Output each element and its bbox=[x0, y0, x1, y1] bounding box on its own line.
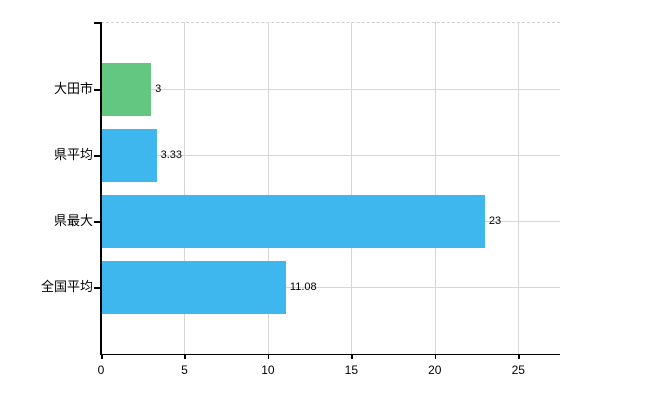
x-axis-tick-label: 15 bbox=[344, 363, 359, 377]
x-axis-tick bbox=[351, 354, 353, 359]
bar bbox=[101, 62, 152, 116]
x-axis-tick-label: 5 bbox=[181, 363, 188, 377]
x-axis-tick bbox=[267, 354, 270, 359]
category-label: 県最大 bbox=[53, 213, 93, 228]
x-axis-tick-label: 10 bbox=[261, 363, 275, 377]
plot-area: 3 3.33 23 11.08 bbox=[101, 22, 560, 354]
bar bbox=[101, 128, 157, 182]
y-axis-tick bbox=[94, 155, 101, 157]
category-label: 県平均 bbox=[53, 147, 93, 162]
bar-value-label: 23 bbox=[488, 215, 502, 227]
y-axis-line bbox=[100, 22, 102, 355]
bar-value-label: 3 bbox=[155, 83, 162, 95]
y-axis-tick bbox=[94, 221, 101, 223]
bar bbox=[101, 194, 485, 248]
gridline-vertical bbox=[434, 22, 436, 354]
category-label: 全国平均 bbox=[40, 279, 93, 294]
x-axis-tick bbox=[518, 354, 520, 359]
x-axis-tick bbox=[184, 354, 186, 359]
x-axis-tick-label: 0 bbox=[97, 363, 105, 377]
y-axis-end-tick bbox=[94, 22, 101, 24]
gridline-vertical bbox=[518, 22, 520, 354]
y-axis-tick bbox=[94, 89, 101, 91]
x-axis-tick bbox=[434, 354, 437, 359]
y-axis-tick bbox=[94, 287, 101, 289]
gridline-vertical bbox=[267, 22, 269, 354]
bar bbox=[101, 260, 286, 314]
category-label: 大田市 bbox=[53, 81, 93, 96]
gridline-horizontal bbox=[101, 287, 560, 288]
x-axis-tick bbox=[101, 354, 103, 359]
plot-top-border bbox=[101, 22, 560, 23]
gridline-vertical bbox=[184, 22, 186, 354]
bar-value-label: 11.08 bbox=[289, 281, 317, 293]
gridline-vertical bbox=[351, 22, 353, 354]
gridline-horizontal bbox=[101, 155, 560, 156]
x-axis-line bbox=[100, 353, 560, 355]
x-axis-tick-label: 25 bbox=[511, 363, 525, 377]
bar-value-label: 3.33 bbox=[160, 149, 182, 161]
gridline-horizontal bbox=[101, 89, 560, 90]
x-axis-tick-label: 20 bbox=[428, 363, 442, 377]
